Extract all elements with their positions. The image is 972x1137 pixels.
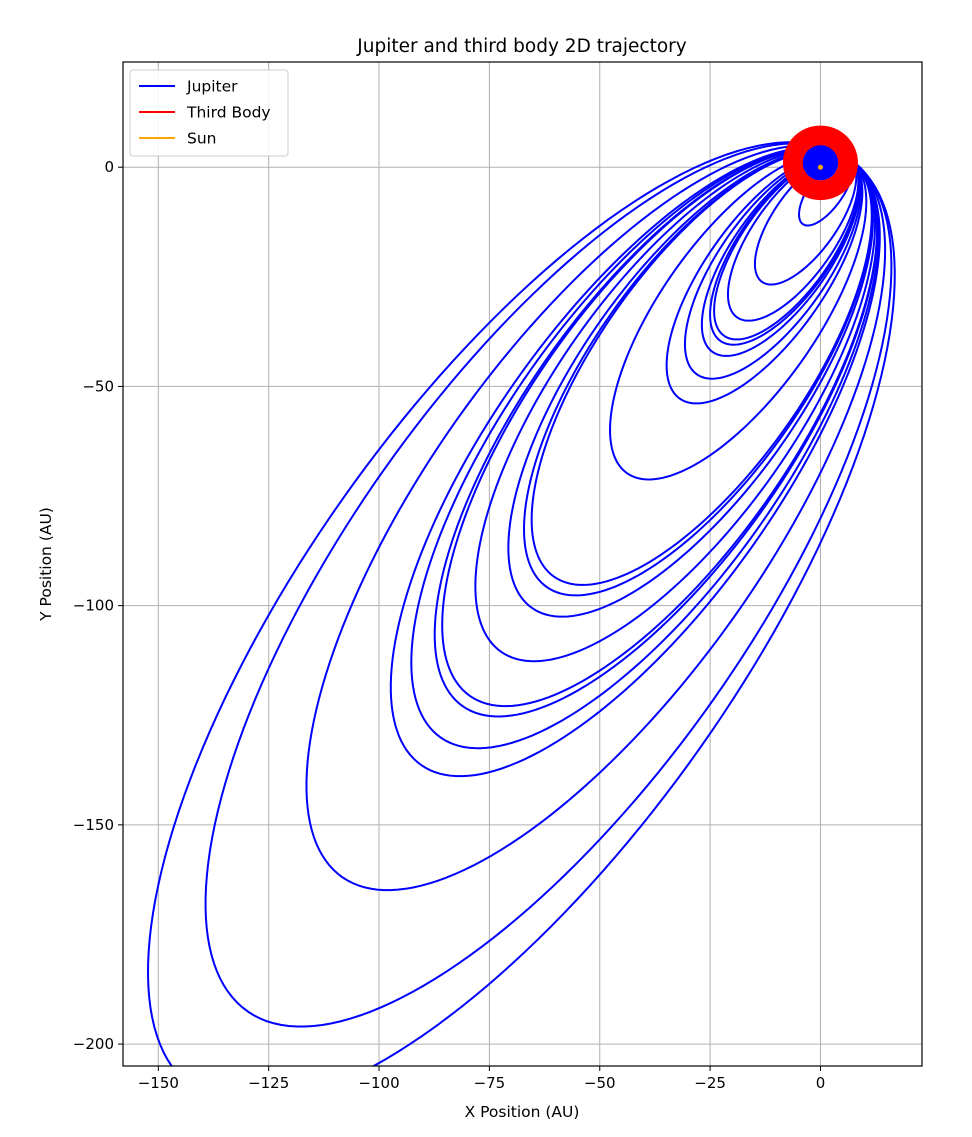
y-tick-label: 0 <box>104 158 114 176</box>
sun-point <box>817 164 823 170</box>
y-axis-label: Y Position (AU) <box>37 507 55 622</box>
x-tick-label: 0 <box>816 1074 826 1092</box>
plot-data <box>147 125 896 1066</box>
chart-title: Jupiter and third body 2D trajectory <box>356 36 686 57</box>
legend-jupiter-label: Jupiter <box>186 78 238 96</box>
legend-sun-label: Sun <box>187 130 217 148</box>
jupiter-inner-disk <box>802 145 839 181</box>
axis-ticks: −150 −125 −100 −75 −50 −25 0 0 −50 −100 −150 −200 <box>73 158 825 1092</box>
x-tick-label: −25 <box>694 1074 726 1092</box>
y-tick-label: −150 <box>73 816 114 834</box>
x-tick-label: −50 <box>584 1074 616 1092</box>
x-tick-label: −150 <box>138 1074 179 1092</box>
x-tick-label: −100 <box>358 1074 399 1092</box>
y-tick-label: −100 <box>73 597 114 615</box>
x-axis-label: X Position (AU) <box>465 1103 580 1121</box>
x-tick-label: −75 <box>474 1074 506 1092</box>
y-tick-label: −50 <box>82 377 114 395</box>
legend: Jupiter Third Body Sun <box>129 69 289 157</box>
legend-box <box>129 69 289 157</box>
third-body-ring <box>782 125 858 201</box>
legend-third-body-label: Third Body <box>186 104 271 122</box>
plot-frame <box>122 61 923 1067</box>
x-tick-label: −125 <box>248 1074 289 1092</box>
y-tick-label: −200 <box>73 1035 114 1053</box>
